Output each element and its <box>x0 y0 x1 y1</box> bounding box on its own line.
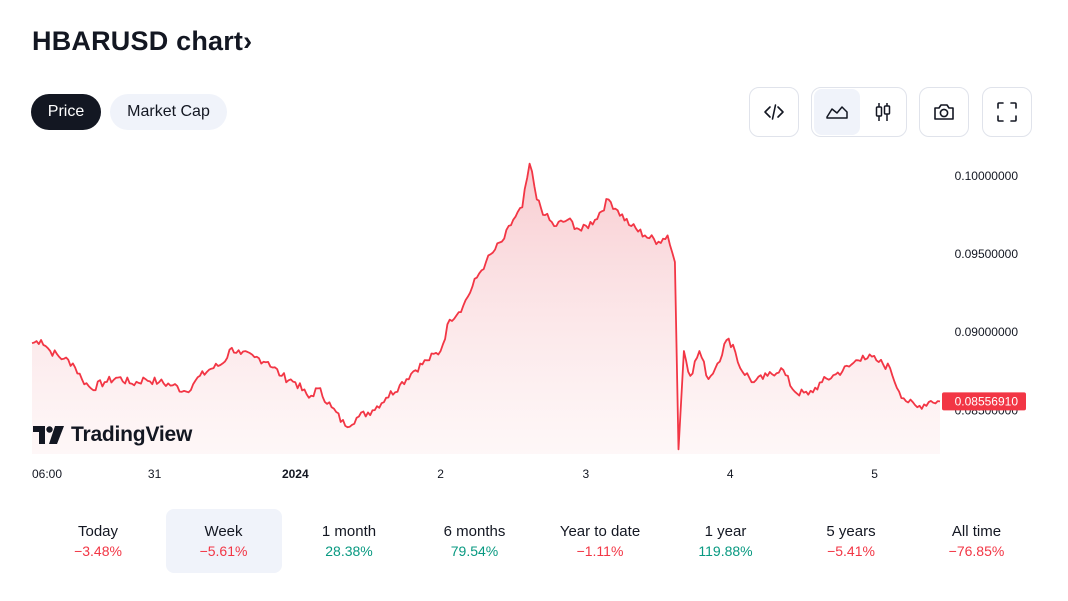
performance-periods: Today −3.48% Week −5.61% 1 month 28.38% … <box>40 509 1050 573</box>
period-label: All time <box>951 523 1002 540</box>
period-1-month[interactable]: 1 month 28.38% <box>291 509 407 573</box>
period-change: 28.38% <box>325 543 373 559</box>
tab-market-cap-label: Market Cap <box>127 103 210 120</box>
tradingview-wordmark: TradingView <box>71 423 193 446</box>
last-price-badge <box>942 392 1026 411</box>
price-chart[interactable]: 0.100000000.095000000.090000000.08500000… <box>0 148 1068 493</box>
period-today[interactable]: Today −3.48% <box>40 509 156 573</box>
period-change: −5.41% <box>827 543 875 559</box>
price-area-fill <box>32 163 940 454</box>
fullscreen-icon <box>997 102 1017 122</box>
period-label: Year to date <box>559 523 641 540</box>
fullscreen-button[interactable] <box>982 87 1032 137</box>
period-change: −76.85% <box>948 543 1005 559</box>
period-change: −1.11% <box>576 543 624 559</box>
period-all-time[interactable]: All time −76.85% <box>919 509 1035 573</box>
chart-type-toggle <box>811 87 907 137</box>
period-week[interactable]: Week −5.61% <box>165 509 282 573</box>
period-year-to-date[interactable]: Year to date −1.11% <box>542 509 658 573</box>
tab-price-label: Price <box>47 103 85 120</box>
period-label: 1 month <box>321 523 377 540</box>
x-tick-label: 4 <box>727 467 734 481</box>
x-tick-label: 5 <box>871 467 878 481</box>
period-label: 5 years <box>826 523 876 540</box>
snapshot-button[interactable] <box>919 87 969 137</box>
period-6-months[interactable]: 6 months 79.54% <box>417 509 533 573</box>
chevron-right-icon: › <box>243 26 253 56</box>
tradingview-watermark: TradingView <box>33 423 192 447</box>
period-label: Week <box>204 523 243 540</box>
period-change: 79.54% <box>450 543 499 559</box>
y-tick-label: 0.09500000 <box>955 247 1019 261</box>
embed-button[interactable] <box>749 87 799 137</box>
period-change: −3.48% <box>74 543 122 559</box>
tab-price[interactable]: Price <box>31 94 101 130</box>
area-chart-icon <box>826 106 848 119</box>
period-label: Today <box>77 523 119 540</box>
x-tick-label: 31 <box>148 467 162 481</box>
area-chart-button[interactable] <box>814 89 860 135</box>
y-tick-label: 0.10000000 <box>955 169 1019 183</box>
candlestick-icon <box>875 103 891 121</box>
period-5-years[interactable]: 5 years −5.41% <box>793 509 909 573</box>
period-label: 6 months <box>443 523 506 540</box>
y-tick-label: 0.09000000 <box>955 325 1019 339</box>
page-title[interactable]: HBARUSD chart› <box>32 26 252 57</box>
last-price-label: 0.08556910 <box>955 394 1019 408</box>
chart-title-text: HBARUSD chart <box>32 26 244 56</box>
x-tick-label: 2 <box>437 467 444 481</box>
tab-market-cap[interactable]: Market Cap <box>110 94 227 130</box>
price-series-line <box>31 162 941 451</box>
camera-icon <box>934 104 954 120</box>
x-tick-label: 3 <box>583 467 590 481</box>
tradingview-logo-icon <box>33 426 64 444</box>
period-change: 119.88% <box>698 543 753 559</box>
period-change: −5.61% <box>199 543 248 559</box>
x-tick-label: 06:00 <box>32 467 62 481</box>
period-1-year[interactable]: 1 year 119.88% <box>668 509 784 573</box>
candlestick-button[interactable] <box>860 89 906 135</box>
period-label: 1 year <box>704 523 747 540</box>
x-tick-label: 2024 <box>282 467 309 481</box>
code-icon <box>764 104 784 120</box>
